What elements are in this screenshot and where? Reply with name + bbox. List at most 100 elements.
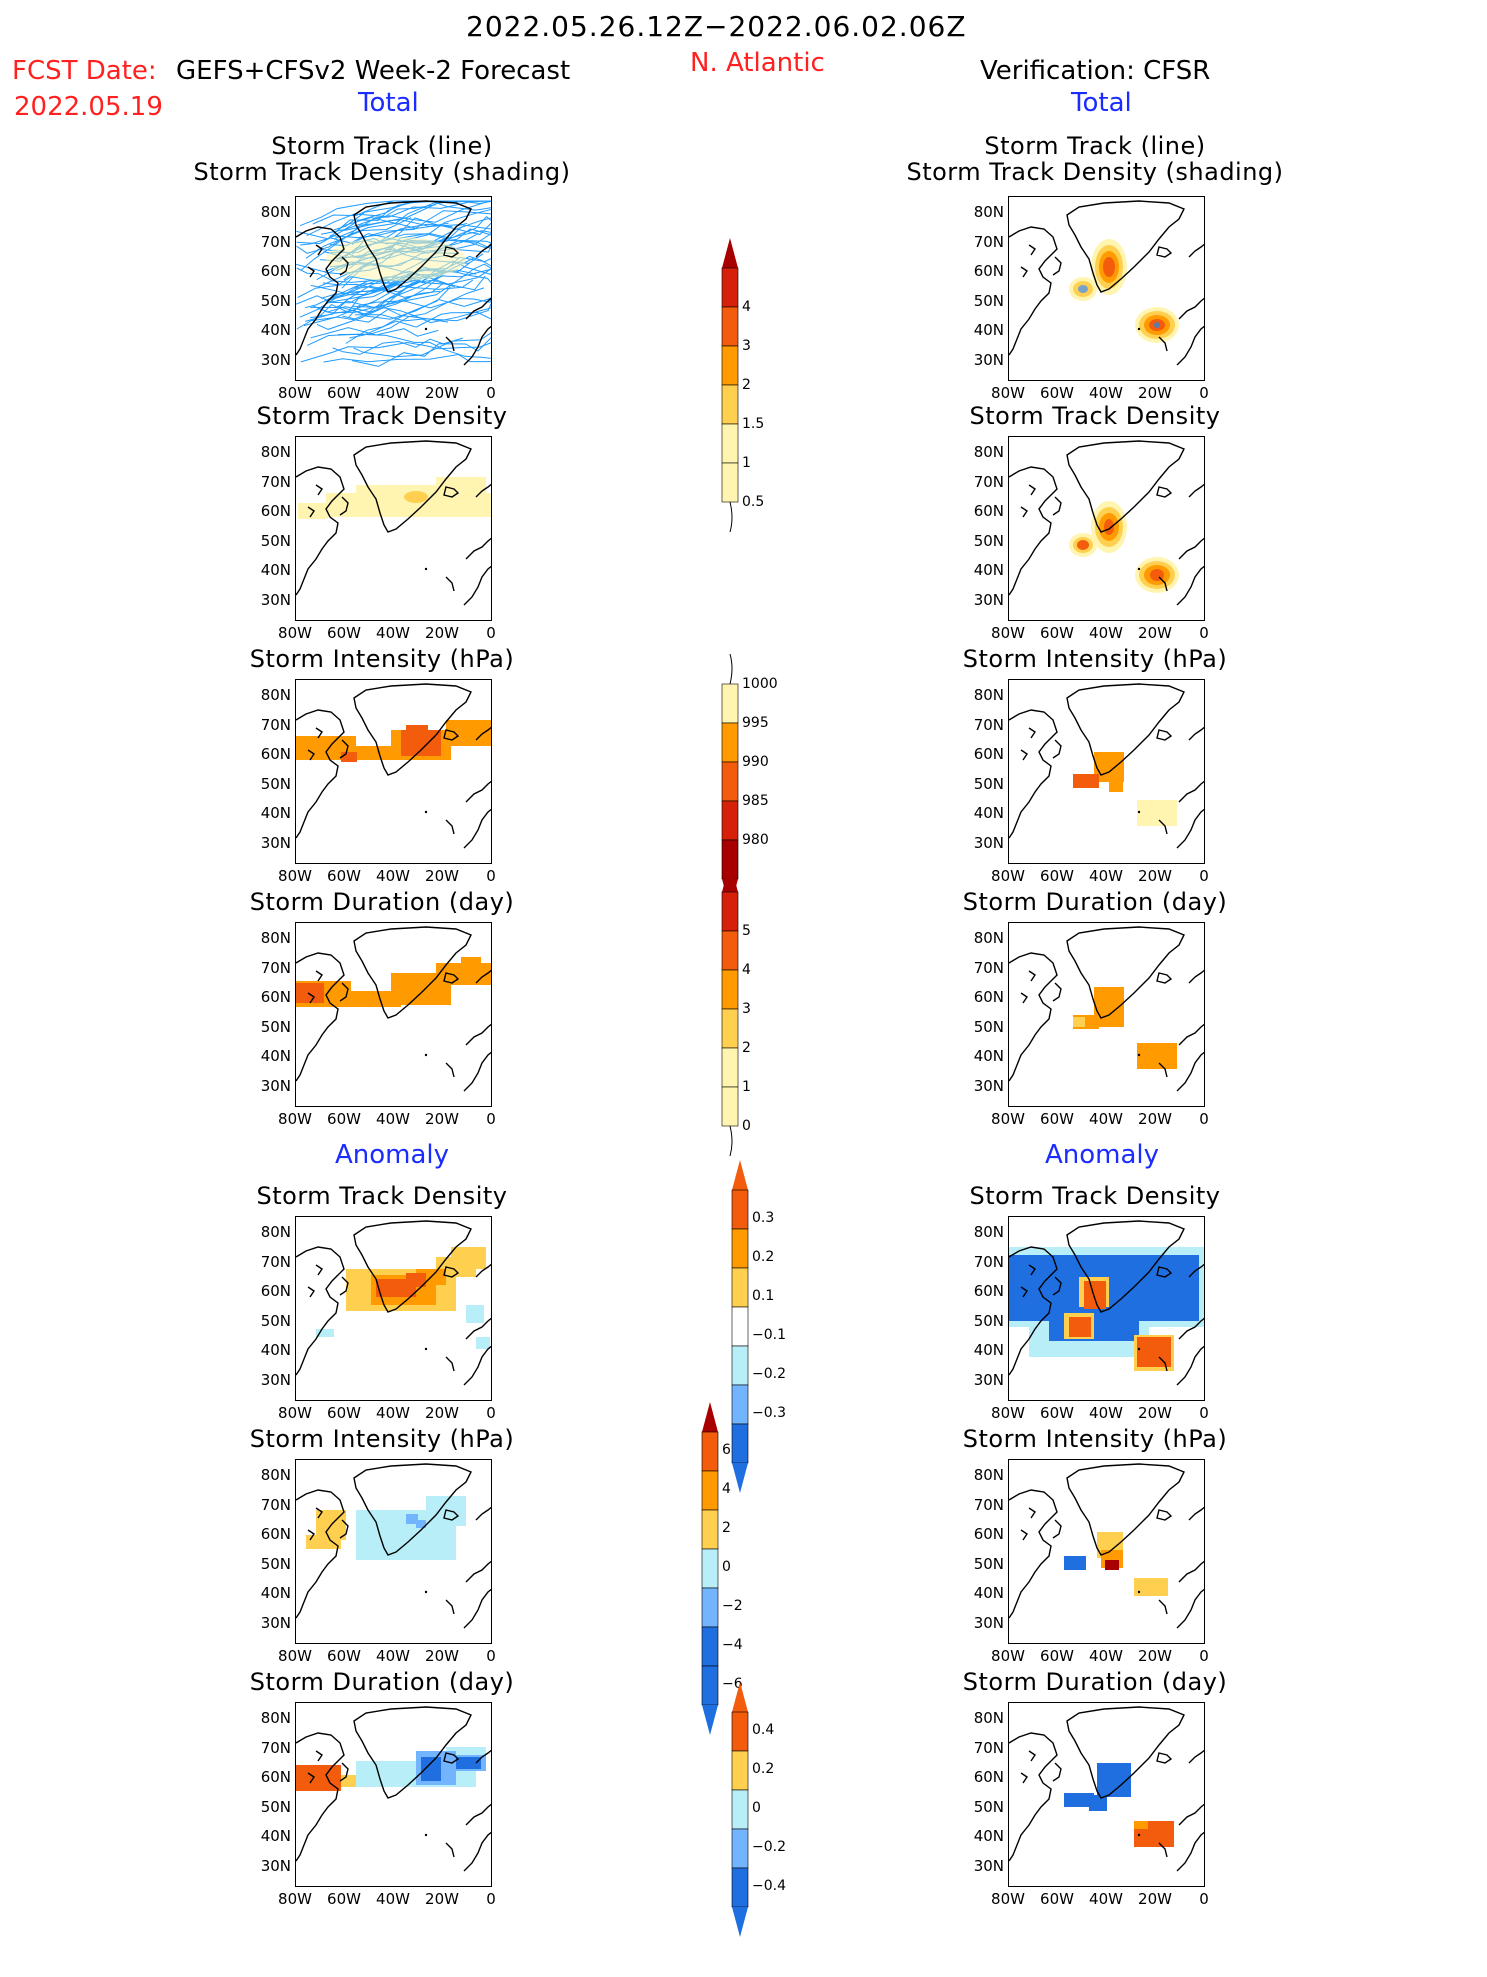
coastline-path — [463, 325, 491, 366]
colorbar-label: 1.5 — [742, 416, 765, 432]
coastline-path — [1176, 1831, 1204, 1872]
coastline — [296, 440, 491, 606]
coastline-path — [1178, 1317, 1204, 1340]
region-label: N. Atlantic — [690, 48, 825, 78]
anom-dur-pos2 — [1134, 1821, 1148, 1829]
coastline-path — [1052, 1762, 1062, 1782]
coastline-path — [1066, 926, 1185, 1019]
coastline-path — [443, 729, 460, 741]
shade-cell — [416, 1520, 426, 1528]
coastline-path — [1009, 1246, 1058, 1376]
shade-cell — [341, 752, 357, 762]
coastline-path — [1178, 1023, 1204, 1046]
coastline-path — [1156, 972, 1173, 984]
coastline-path — [315, 1750, 323, 1762]
coastline — [296, 926, 491, 1092]
colorbar-label: 0 — [722, 1559, 731, 1575]
lat-tick-label: 60N — [260, 1768, 291, 1786]
shade-cell — [1073, 774, 1099, 788]
anom-dur-neg3 — [421, 1757, 481, 1781]
panel-title-anom-intensity-right: Storm Intensity (hPa) — [962, 1425, 1228, 1453]
colorbar-segment — [701, 1665, 719, 1706]
island-dot — [1137, 1833, 1141, 1837]
colorbar-label: −0.2 — [752, 1366, 786, 1382]
lat-tick-label: 60N — [973, 262, 1004, 280]
track-line — [353, 332, 491, 358]
lon-tick-label: 80W — [278, 1890, 312, 1908]
anom-int-pos4 — [1105, 1560, 1119, 1570]
lat-tick-label: 30N — [973, 1076, 1004, 1095]
coastline-path — [1052, 739, 1062, 759]
coastline-path — [1158, 336, 1168, 352]
panel-title-intensity-right: Storm Intensity (hPa) — [962, 645, 1228, 673]
coastline-path — [465, 780, 491, 803]
lat-tick-label: 40N — [973, 321, 1004, 339]
lat-tick-label: 50N — [260, 531, 291, 550]
lon-tick-label: 0 — [1199, 1647, 1209, 1665]
lon-tick-label: 80W — [991, 1647, 1025, 1665]
coastline-path — [1176, 1051, 1204, 1092]
colorbar-segment — [721, 1086, 739, 1127]
coastline-path — [1028, 1264, 1036, 1276]
lon-tick-label: 80W — [991, 867, 1025, 885]
colorbar-arrow-bottom — [732, 1463, 748, 1493]
lon-tick-label: 0 — [1199, 1890, 1209, 1908]
map-panel-verification-0 — [1008, 196, 1205, 381]
anom-int-neg — [1064, 1556, 1086, 1570]
coastline-path — [1176, 1345, 1204, 1386]
lon-tick-label: 20W — [425, 1404, 459, 1422]
panel-title-anom-intensity-left: Storm Intensity (hPa) — [249, 1425, 515, 1453]
map-panel-verification-2 — [1008, 679, 1205, 864]
coastline-path — [463, 565, 491, 606]
coastline-path — [1158, 1356, 1168, 1372]
colorbar-label: 0 — [742, 1118, 751, 1134]
map-canvas — [1009, 1220, 1204, 1386]
colorbar-segment — [701, 1431, 719, 1472]
intensity-995 — [296, 720, 491, 760]
panel-title-anom-duration-left: Storm Duration (day) — [249, 1668, 515, 1696]
coastline-path — [443, 1509, 460, 1521]
coastline-path — [353, 440, 472, 533]
island-dot — [424, 1053, 428, 1057]
lat-tick-label: 40N — [260, 1341, 291, 1359]
coastline — [1009, 1220, 1204, 1386]
map-panel-verification-4 — [1008, 1216, 1205, 1401]
shade-cell — [466, 1305, 484, 1323]
coastline-path — [315, 1507, 323, 1519]
lat-tick-label: 60N — [973, 502, 1004, 520]
lat-tick-label: 70N — [260, 1495, 291, 1514]
shade-cell — [1134, 1821, 1148, 1829]
colorbar-label: 5 — [742, 923, 751, 939]
panel-title-duration-left: Storm Duration (day) — [249, 888, 515, 916]
coastline-path — [315, 727, 323, 739]
lon-tick-label: 0 — [486, 384, 496, 402]
lon-tick-label: 0 — [1199, 867, 1209, 885]
anom-dur-neg — [1064, 1763, 1131, 1811]
lon-tick-label: 40W — [1089, 1647, 1123, 1665]
panel-title-track-shading-right: Storm Track Density (shading) — [906, 158, 1284, 186]
lat-tick-label: 30N — [260, 1613, 291, 1632]
lat-tick-label: 60N — [260, 1282, 291, 1300]
colorbar-segment — [731, 1267, 749, 1308]
coastline-path — [296, 466, 345, 596]
coastline-path — [1178, 1560, 1204, 1583]
map-canvas — [1009, 926, 1204, 1092]
lon-tick-label: 0 — [486, 1404, 496, 1422]
colorbar-label: 0.1 — [752, 1288, 775, 1304]
coastline-path — [1020, 266, 1028, 278]
panel-title-density-right: Storm Track Density — [969, 402, 1221, 430]
colorbar-label: 4 — [742, 962, 751, 978]
coastline-path — [1178, 537, 1204, 560]
lon-tick-label: 40W — [1089, 624, 1123, 642]
colorbar-intensity-total — [721, 654, 739, 909]
lat-tick-label: 50N — [973, 1554, 1004, 1573]
colorbar-segment — [731, 1867, 749, 1908]
lat-tick-label: 80N — [973, 1466, 1004, 1484]
coastline-path — [445, 576, 455, 592]
lat-tick-label: 70N — [973, 715, 1004, 734]
coastline-path — [1028, 1507, 1036, 1519]
lon-tick-label: 60W — [1040, 1110, 1074, 1128]
coastline-path — [475, 1749, 491, 1764]
coastline — [296, 683, 491, 849]
lon-tick-label: 60W — [327, 1647, 361, 1665]
